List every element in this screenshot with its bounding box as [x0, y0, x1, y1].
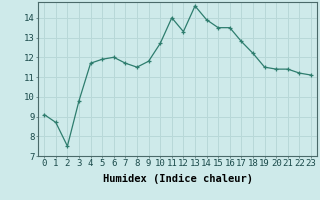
- X-axis label: Humidex (Indice chaleur): Humidex (Indice chaleur): [103, 174, 252, 184]
